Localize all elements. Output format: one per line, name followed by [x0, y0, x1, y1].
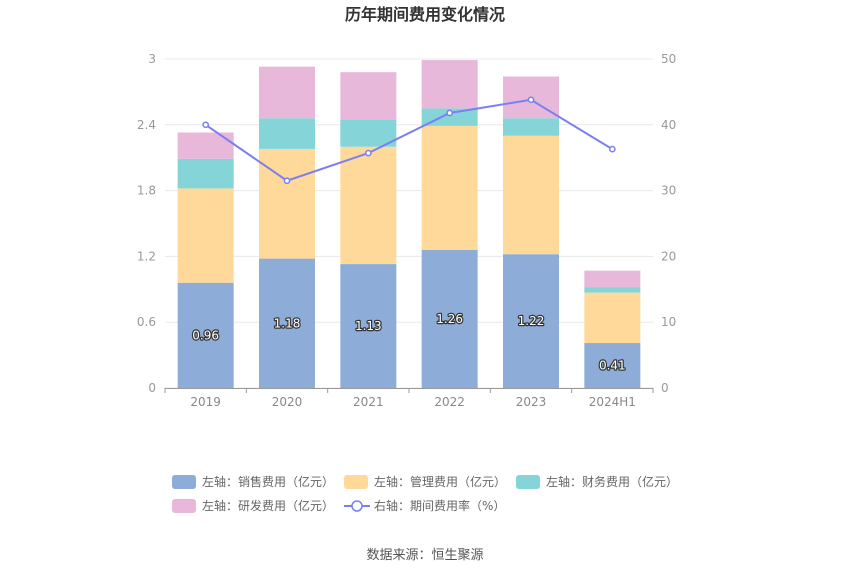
bar-segment-3-2021: [340, 72, 397, 120]
legend-label: 右轴：期间费用率（%）: [374, 498, 505, 513]
bar-value-label: 1.13: [355, 319, 382, 333]
bar-segment-2-2020: [259, 118, 315, 149]
bar-segment-0-2022: [421, 249, 478, 388]
legend-swatch-icon: [344, 475, 368, 489]
bar-segment-3-2019: [177, 132, 234, 159]
x-tick-label: 2019: [190, 395, 221, 409]
bar-labels: 0.96 1.18 1.13 1.26 1.22 0.41: [191, 311, 627, 374]
rate-line-path: [205, 98, 613, 182]
left-tick-label: 1.8: [137, 184, 156, 198]
legend-label: 左轴：研发费用（亿元）: [202, 498, 334, 513]
rate-point-2023: [527, 96, 535, 104]
legend: 左轴：销售费用（亿元） 左轴：管理费用（亿元） 左轴：财务费用（亿元） 左轴：研发费用…: [172, 474, 678, 513]
chart-title: 历年期间费用变化情况: [345, 5, 505, 24]
bar-segment-0-2023: [503, 254, 559, 388]
legend-marker-icon: [351, 500, 363, 512]
bar-segment-0-2019: [177, 282, 234, 388]
legend-label: 左轴：销售费用（亿元）: [202, 474, 334, 489]
bar-segment-3-2020: [259, 66, 315, 119]
rate-point-2020: [283, 177, 291, 185]
bar-segment-3-2024H1: [584, 270, 641, 288]
bar-segment-1-2024H1: [584, 292, 641, 344]
right-tick-label: 40: [661, 118, 676, 132]
right-tick-label: 50: [661, 52, 676, 66]
bar-segment-1-2020: [259, 148, 315, 259]
rate-point-2024H1: [608, 145, 616, 153]
bar-segment-1-2023: [503, 135, 559, 255]
bar-segment-3-2022: [421, 60, 478, 109]
bar-segment-2-2023: [503, 118, 559, 136]
bar-segment-2-2022: [421, 108, 478, 126]
left-axis: 0 0.6 1.2 1.8 2.4 3: [137, 52, 156, 395]
bar-value-label: 1.26: [436, 312, 463, 326]
rate-line: [202, 96, 616, 185]
right-tick-label: 10: [661, 315, 676, 329]
right-tick-label: 20: [661, 249, 676, 263]
left-tick-label: 2.4: [137, 118, 156, 132]
left-tick-label: 3: [148, 52, 156, 66]
x-tick-label: 2022: [434, 395, 465, 409]
rate-point-2021: [364, 149, 372, 157]
legend-swatch-icon: [172, 475, 196, 489]
bar-segment-0-2021: [340, 264, 397, 388]
legend-label: 左轴：财务费用（亿元）: [546, 474, 678, 489]
bar-value-label: 0.96: [192, 328, 219, 342]
x-tick-label: 2020: [272, 395, 303, 409]
bars: [177, 60, 641, 388]
bar-segment-2-2019: [177, 158, 234, 189]
right-axis: 0 10 20 30 40 50: [661, 52, 676, 395]
bar-segment-1-2021: [340, 146, 397, 265]
bar-segment-0-2024H1: [584, 343, 641, 388]
bar-segment-0-2020: [259, 258, 315, 388]
bar-segment-1-2019: [177, 188, 234, 283]
legend-label: 左轴：管理费用（亿元）: [374, 474, 506, 489]
bar-segment-1-2022: [421, 125, 478, 250]
left-tick-label: 0.6: [137, 315, 156, 329]
rate-point-2022: [446, 109, 454, 117]
bar-value-label: 0.41: [599, 359, 626, 373]
bar-segment-2-2024H1: [584, 287, 641, 293]
bar-segment-2-2021: [340, 119, 397, 147]
legend-swatch-icon: [516, 475, 540, 489]
x-axis: 2019 2020 2021 2022 2023 2024H1: [164, 388, 654, 409]
left-tick-label: 0: [148, 381, 156, 395]
right-tick-label: 0: [661, 381, 669, 395]
bar-value-label: 1.22: [518, 314, 545, 328]
data-source: 数据来源：恒生聚源: [366, 548, 483, 563]
left-tick-label: 1.2: [137, 249, 156, 263]
gridlines: [165, 58, 653, 389]
x-tick-label: 2021: [353, 395, 384, 409]
bar-value-label: 1.18: [274, 316, 301, 330]
right-tick-label: 30: [661, 184, 676, 198]
x-tick-label: 2024H1: [589, 395, 636, 409]
legend-swatch-icon: [172, 499, 196, 513]
x-tick-label: 2023: [516, 395, 547, 409]
rate-point-2019: [202, 121, 210, 129]
